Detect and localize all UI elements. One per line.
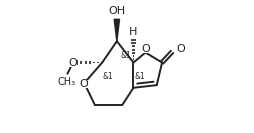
Bar bbox=[141, 45, 149, 53]
Text: O: O bbox=[141, 44, 150, 54]
Text: H: H bbox=[128, 27, 136, 37]
Bar bbox=[69, 59, 77, 67]
Text: OH: OH bbox=[108, 6, 125, 16]
Text: &1: &1 bbox=[120, 51, 131, 60]
Text: O: O bbox=[176, 44, 184, 54]
Text: &1: &1 bbox=[102, 72, 113, 81]
Text: &1: &1 bbox=[134, 72, 145, 81]
Text: O: O bbox=[69, 58, 77, 68]
Text: O: O bbox=[79, 79, 88, 89]
Text: CH₃: CH₃ bbox=[57, 77, 75, 87]
Polygon shape bbox=[114, 19, 119, 41]
Bar bbox=[80, 80, 87, 88]
